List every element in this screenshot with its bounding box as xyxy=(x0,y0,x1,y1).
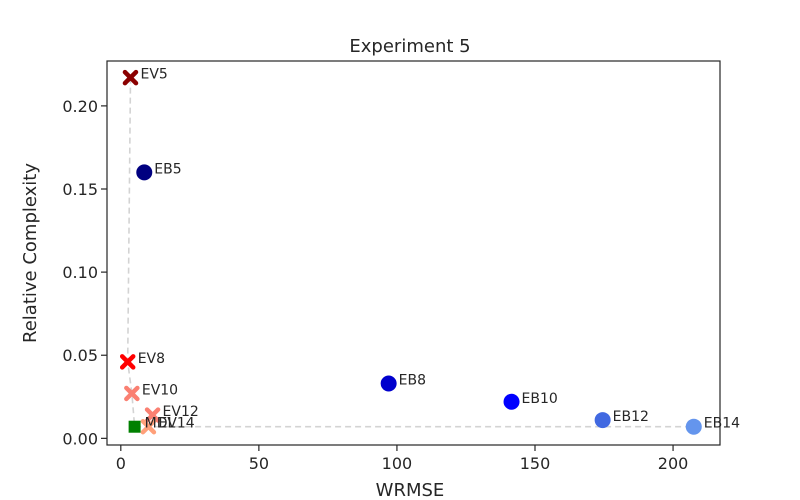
point-ev12 xyxy=(144,407,161,423)
x-tick-label: 0 xyxy=(116,454,126,473)
chart-title: Experiment 5 xyxy=(349,36,470,57)
y-tick-label: 0.05 xyxy=(62,346,98,365)
x-tick-label: 100 xyxy=(382,454,413,473)
point-label-ev14: EV14 xyxy=(158,416,194,432)
y-tick-label: 0.00 xyxy=(62,429,98,448)
point-label-eb14: EB14 xyxy=(704,416,740,432)
point-mdl xyxy=(128,420,141,433)
point-ev5-stroke-b xyxy=(122,69,139,86)
point-label-ev12: EV12 xyxy=(163,404,199,420)
plot-background xyxy=(107,61,720,445)
y-tick-label: 0.10 xyxy=(62,263,98,282)
point-label-mdl: MDL xyxy=(145,416,176,432)
point-ev14-stroke-b xyxy=(140,418,157,435)
point-ev10-stroke-b xyxy=(124,385,140,402)
point-eb12 xyxy=(594,412,611,429)
point-label-eb8: EB8 xyxy=(399,372,426,388)
point-label-ev8: EV8 xyxy=(138,351,165,367)
pareto-frontier-line xyxy=(126,77,694,428)
point-ev8 xyxy=(119,354,136,370)
point-label-ev5: EV5 xyxy=(140,67,167,83)
point-ev14 xyxy=(140,418,157,435)
axes: 0 50 100 150 200 0.00 0.05 0.10 0.15 0.20 xyxy=(62,60,721,473)
point-label-eb5: EB5 xyxy=(154,161,181,177)
x-axis-label: WRMSE xyxy=(376,480,445,500)
y-tick-label: 0.20 xyxy=(62,97,98,116)
point-ev5 xyxy=(122,69,139,86)
y-axis-label: Relative Complexity xyxy=(20,163,41,343)
x-tick-label: 50 xyxy=(249,454,269,473)
frontier-line xyxy=(126,77,694,428)
point-ev8-stroke-b xyxy=(119,354,136,370)
plot-area xyxy=(107,61,720,445)
point-ev10 xyxy=(124,385,140,402)
point-label-eb12: EB12 xyxy=(613,409,649,425)
point-ev12-stroke-b xyxy=(144,407,161,423)
point-label-eb10: EB10 xyxy=(522,391,558,407)
x-tick-label: 200 xyxy=(658,454,689,473)
point-eb5 xyxy=(136,164,153,181)
point-eb10 xyxy=(503,393,520,410)
x-tick-label: 150 xyxy=(520,454,551,473)
data-points xyxy=(119,69,702,435)
plot-frame xyxy=(106,60,721,446)
point-eb14 xyxy=(685,418,702,435)
point-label-ev10: EV10 xyxy=(142,382,178,398)
y-tick-label: 0.15 xyxy=(62,180,98,199)
point-eb8 xyxy=(380,375,397,392)
